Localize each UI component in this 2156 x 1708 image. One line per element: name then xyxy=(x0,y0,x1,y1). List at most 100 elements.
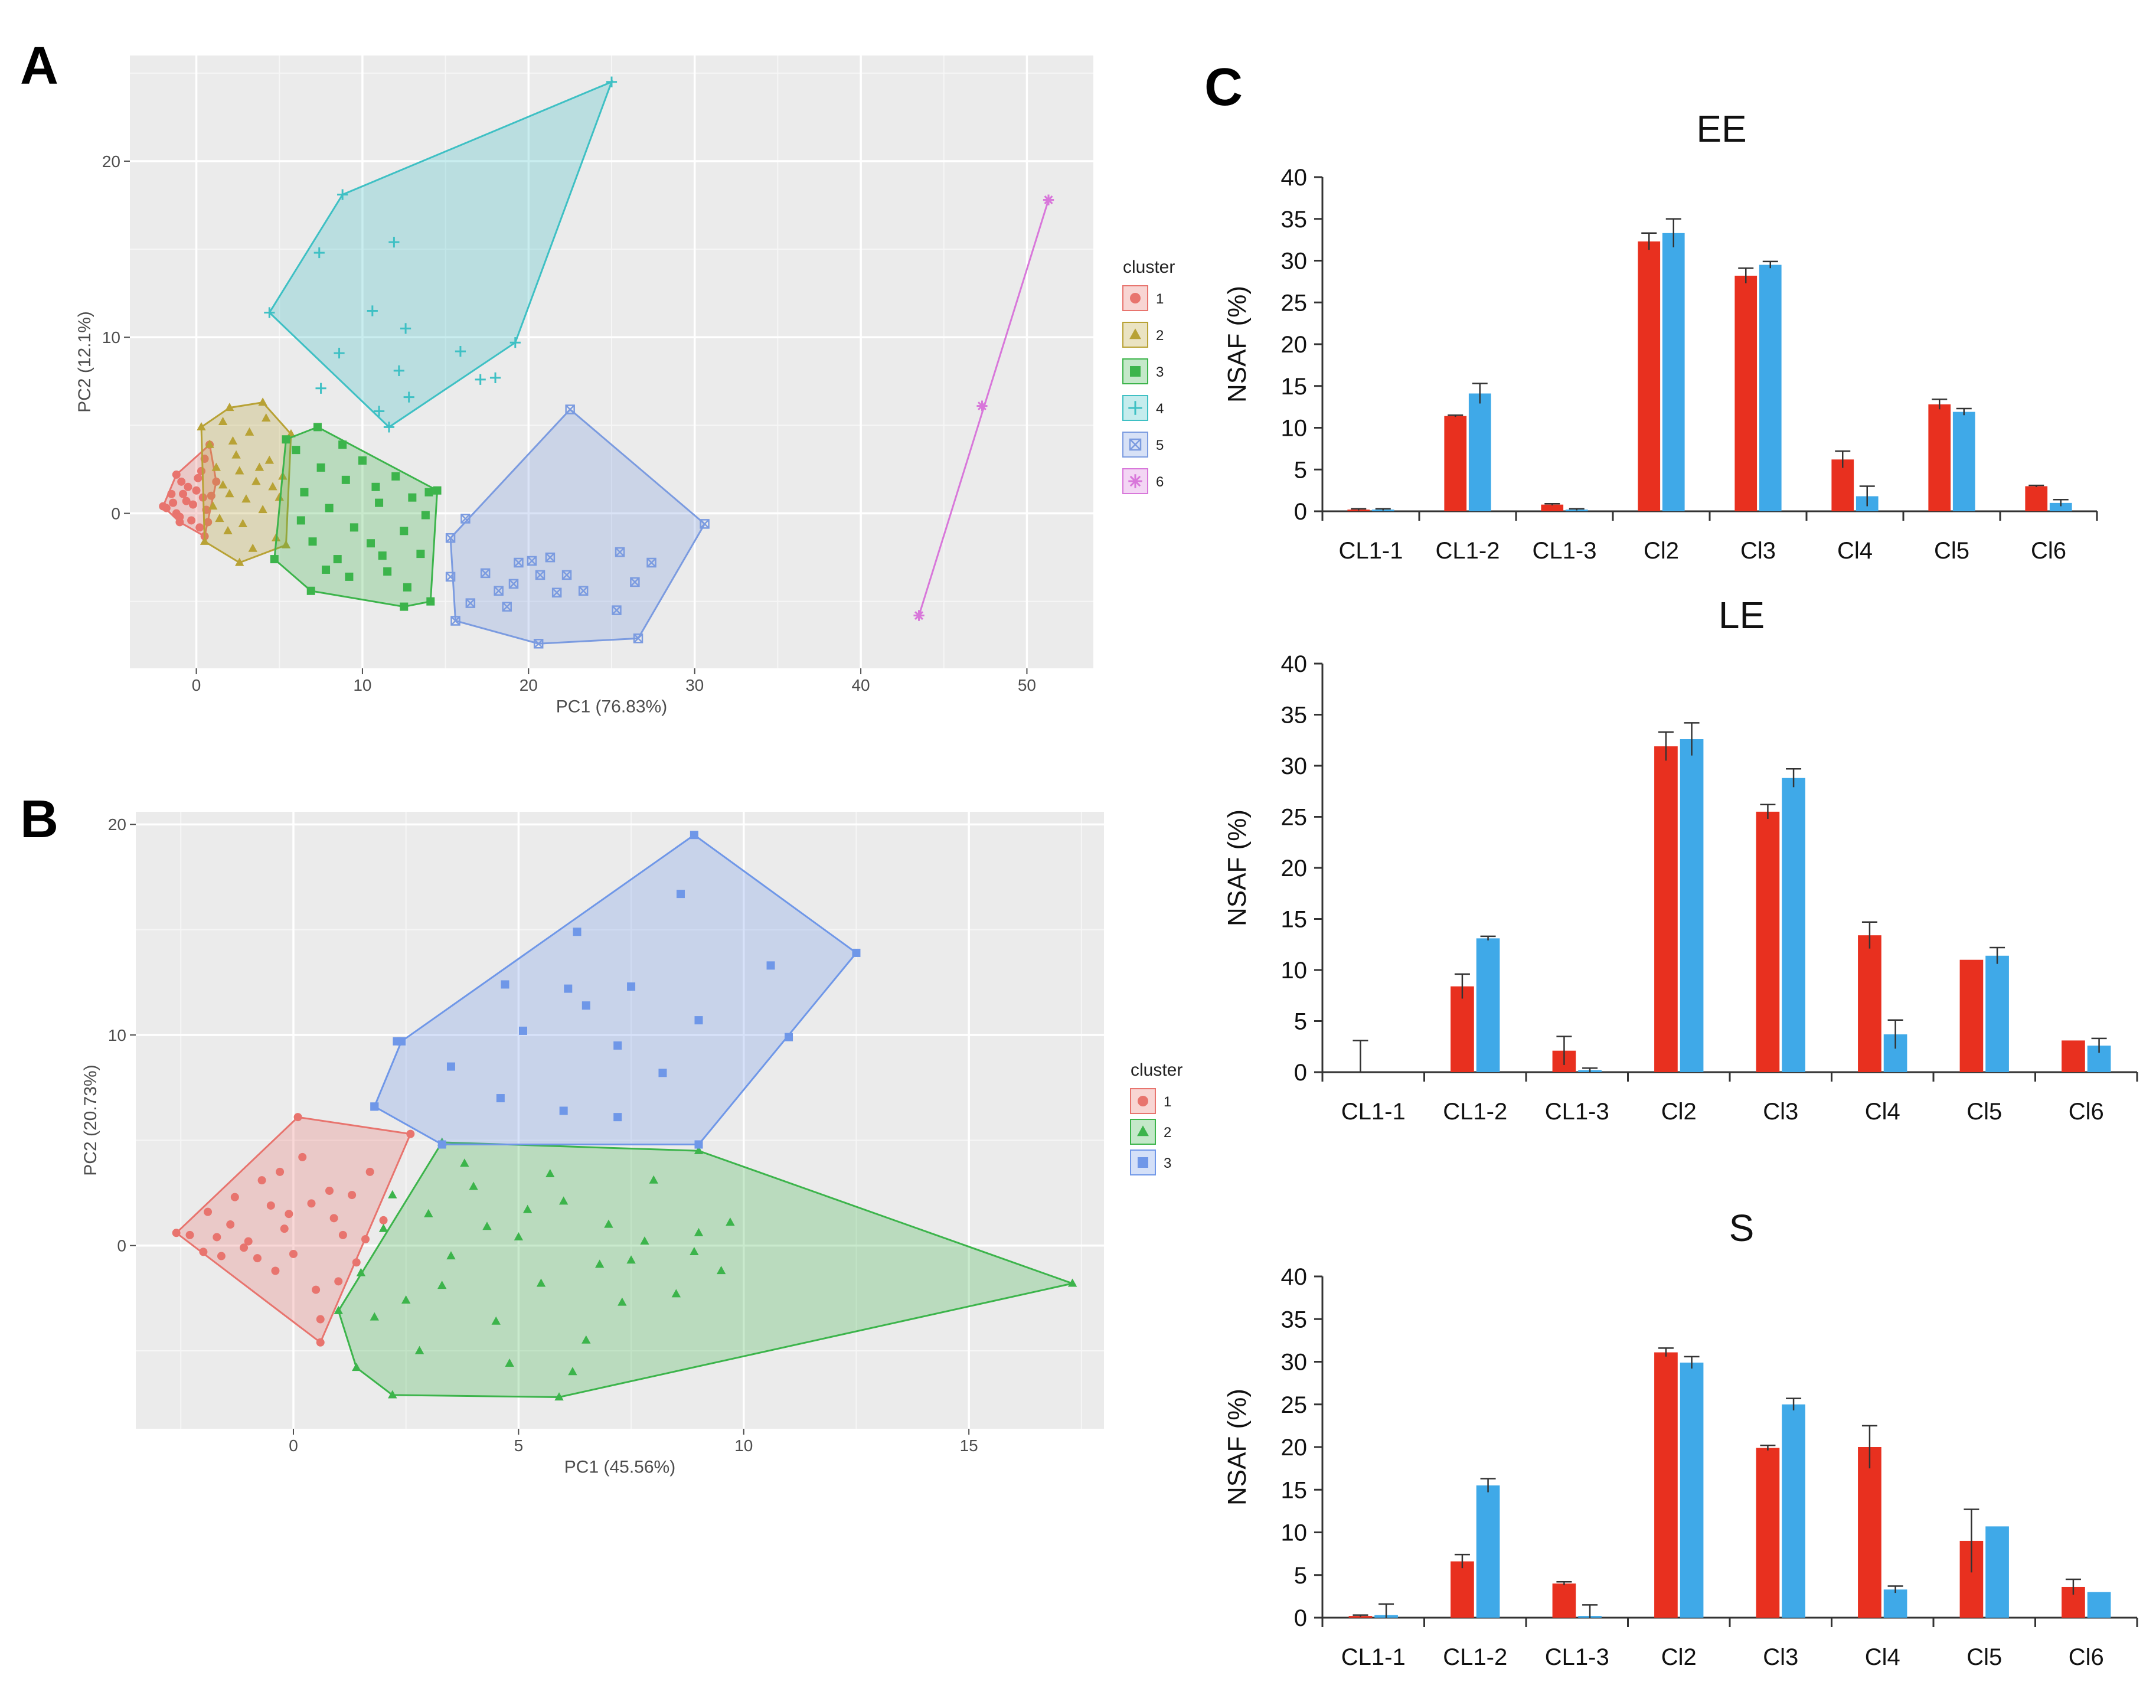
cluster-3-point xyxy=(416,550,425,559)
cluster-2-point xyxy=(505,1358,514,1367)
category-label: Cl6 xyxy=(2031,538,2066,564)
bar-blue xyxy=(1680,739,1704,1072)
cluster-3-point xyxy=(375,498,384,507)
category-label: Cl4 xyxy=(1865,1099,1900,1125)
category-label: Cl2 xyxy=(1661,1644,1697,1670)
cluster-2-point xyxy=(469,1181,478,1190)
bar-red xyxy=(2062,1040,2085,1072)
cluster-3-point xyxy=(341,475,350,484)
cluster-3-point xyxy=(658,1069,667,1077)
y-tick-label: 15 xyxy=(1281,374,1308,400)
category-label: Cl5 xyxy=(1934,538,1969,564)
bar-red xyxy=(1654,746,1678,1072)
y-tick-label: 5 xyxy=(1294,457,1307,483)
cluster-1-point xyxy=(253,1254,262,1263)
cluster-1-point xyxy=(289,1249,298,1258)
y-axis-label: NSAF (%) xyxy=(1223,809,1252,926)
cluster-2-point xyxy=(225,489,234,498)
cluster-5-point xyxy=(612,605,622,615)
cluster-6-point xyxy=(1043,194,1054,205)
y-tick-label: 0 xyxy=(117,1237,126,1255)
category-label: Cl3 xyxy=(1763,1099,1798,1125)
legend-label-4: 4 xyxy=(1156,401,1164,417)
cluster-1-point xyxy=(167,489,176,498)
y-tick-label: 30 xyxy=(1281,1350,1308,1376)
legend-label-3: 3 xyxy=(1156,364,1164,380)
cluster-3-point xyxy=(627,982,636,991)
x-axis-label: PC1 (45.56%) xyxy=(564,1457,675,1477)
cluster-2-point xyxy=(248,543,257,552)
y-tick-label: 25 xyxy=(1281,1392,1308,1418)
bar-blue xyxy=(1782,1404,1805,1618)
cluster-2-point xyxy=(522,1204,533,1213)
cluster-5-point xyxy=(646,557,656,568)
cluster-1-point xyxy=(217,1252,226,1260)
x-tick-label: 15 xyxy=(960,1436,978,1455)
x-tick-label: 10 xyxy=(734,1436,753,1455)
cluster-1-point xyxy=(293,1113,302,1122)
category-label: Cl3 xyxy=(1740,538,1776,564)
panel-label-b: B xyxy=(20,790,58,849)
y-tick-label: 35 xyxy=(1281,703,1308,729)
cluster-1-point xyxy=(280,1224,289,1233)
cluster-2-point xyxy=(228,436,238,445)
cluster-1-point xyxy=(334,1277,343,1286)
y-tick-label: 10 xyxy=(1281,958,1308,984)
cluster-2-point xyxy=(388,1190,397,1198)
category-label: CL1-3 xyxy=(1545,1644,1609,1670)
x-tick-label: 40 xyxy=(851,676,870,694)
cluster-2-point xyxy=(251,476,261,485)
cluster-2-point xyxy=(225,403,234,412)
cluster-6-point xyxy=(913,610,925,621)
cluster-2-point xyxy=(460,1158,469,1167)
cluster-5-point xyxy=(535,570,545,580)
cluster-2-point xyxy=(594,1259,605,1268)
cluster-2-point xyxy=(254,462,264,471)
cluster-1-point xyxy=(257,1176,266,1185)
legend-marker-1 xyxy=(1130,293,1141,303)
bar-blue xyxy=(1476,1485,1500,1618)
cluster-2-point xyxy=(264,455,275,464)
cluster-3-point xyxy=(446,1062,455,1071)
cluster-1-point xyxy=(182,497,191,505)
cluster-5-point xyxy=(545,552,556,563)
cluster-5-point xyxy=(460,514,471,524)
cluster-3-point xyxy=(371,482,380,491)
cluster-2-point xyxy=(694,1227,704,1236)
cluster-3-point xyxy=(766,961,775,970)
bar-red xyxy=(1858,1447,1881,1618)
cluster-3-point xyxy=(426,597,435,606)
cluster-2-point xyxy=(268,482,277,491)
bar-blue xyxy=(1952,412,1975,511)
y-tick-label: 25 xyxy=(1281,290,1308,316)
cluster-2-point xyxy=(558,1196,569,1205)
cluster-3-point xyxy=(349,523,358,532)
bar-red xyxy=(1858,935,1881,1072)
cluster-3-point xyxy=(694,1016,703,1025)
cluster-2-point xyxy=(694,1145,704,1154)
cluster-2-point xyxy=(554,1392,564,1401)
bar-red xyxy=(1831,459,1854,511)
cluster-4-point xyxy=(475,374,486,385)
bar-red xyxy=(1734,275,1758,511)
cluster-3-point xyxy=(408,493,417,502)
y-tick-label: 0 xyxy=(1294,499,1307,525)
bar-red xyxy=(1444,416,1467,511)
cluster-2-point xyxy=(649,1175,658,1184)
category-label: Cl6 xyxy=(2069,1099,2104,1125)
cluster-2-point xyxy=(231,450,241,459)
cluster-3-point xyxy=(501,980,509,989)
cluster-1-point xyxy=(226,1220,235,1229)
cluster-1-point xyxy=(244,1237,253,1246)
cluster-4-point xyxy=(400,323,411,334)
y-tick-label: 15 xyxy=(1281,1477,1308,1503)
bar-red xyxy=(1756,811,1780,1072)
cluster-3-point xyxy=(613,1041,622,1050)
cluster-5-point xyxy=(615,547,625,557)
cluster-2-point xyxy=(281,540,291,548)
legend-marker-5 xyxy=(1129,438,1142,451)
cluster-2-point xyxy=(241,494,251,503)
bar-red xyxy=(1654,1352,1678,1618)
cluster-1-point xyxy=(307,1199,316,1208)
cluster-1-point xyxy=(298,1152,307,1161)
